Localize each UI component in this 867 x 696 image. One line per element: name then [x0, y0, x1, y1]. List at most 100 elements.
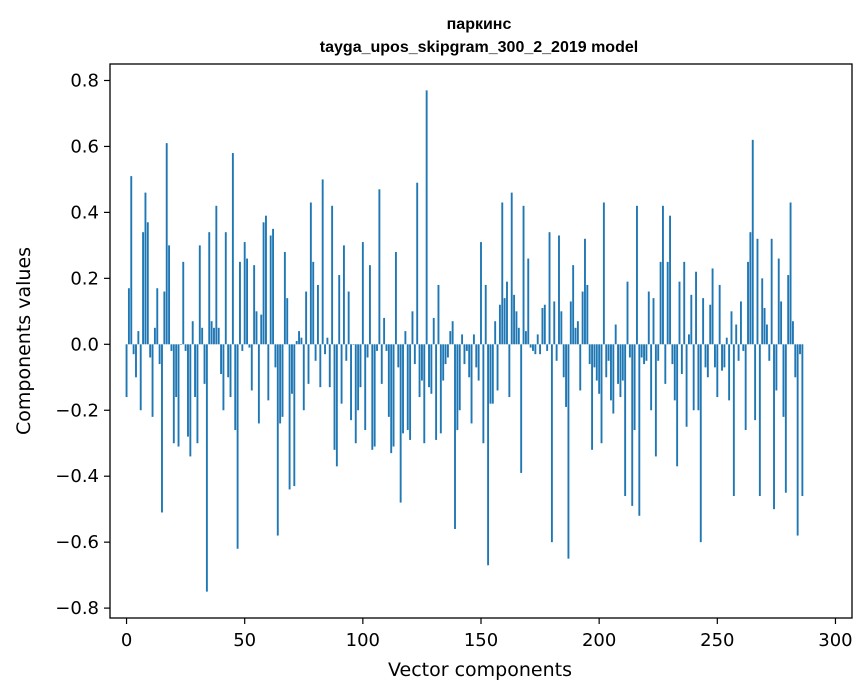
bar-181 — [553, 301, 556, 345]
bar-33 — [203, 344, 206, 384]
x-tick-label: 250 — [700, 630, 734, 651]
bar-240 — [692, 344, 695, 411]
bar-278 — [782, 344, 785, 417]
bar-4 — [135, 344, 137, 378]
bar-96 — [352, 344, 355, 345]
bar-11 — [151, 344, 154, 417]
x-axis-label: Vector components — [388, 659, 572, 681]
bar-44 — [229, 344, 232, 398]
bar-194 — [584, 238, 586, 345]
bar-127 — [425, 90, 428, 345]
bar-158 — [498, 304, 501, 345]
bar-175 — [539, 344, 542, 355]
bar-277 — [780, 301, 783, 345]
bar-145 — [468, 344, 471, 378]
bar-133 — [439, 344, 442, 434]
bar-217 — [638, 344, 641, 516]
bar-54 — [253, 265, 256, 345]
bar-122 — [413, 344, 416, 365]
bar-170 — [527, 258, 530, 345]
bar-130 — [432, 317, 435, 345]
bar-25 — [184, 344, 187, 351]
bar-226 — [659, 261, 662, 345]
bar-24 — [182, 261, 185, 345]
bar-134 — [442, 344, 445, 381]
bar-250 — [716, 344, 719, 398]
bar-284 — [796, 344, 799, 536]
bar-63 — [274, 344, 277, 368]
bar-171 — [529, 344, 532, 348]
bar-101 — [364, 344, 367, 431]
bar-72 — [295, 341, 298, 345]
bar-140 — [456, 344, 459, 431]
bar-119 — [406, 344, 409, 431]
x-tick-label: 300 — [818, 630, 852, 651]
bar-276 — [777, 258, 780, 345]
bar-254 — [725, 337, 728, 345]
bar-202 — [602, 202, 605, 345]
bar-22 — [177, 344, 180, 447]
bar-32 — [201, 327, 204, 345]
bar-87 — [331, 205, 334, 345]
bar-269 — [761, 278, 764, 345]
bar-114 — [394, 251, 397, 345]
bar-28 — [191, 321, 194, 345]
x-tick-label: 150 — [464, 630, 498, 651]
bar-97 — [354, 344, 357, 444]
bar-257 — [732, 344, 735, 496]
x-tick-label: 50 — [233, 630, 256, 651]
bar-174 — [536, 334, 539, 345]
bars-group — [125, 90, 804, 592]
bar-245 — [704, 344, 707, 368]
bar-197 — [591, 344, 594, 450]
bar-104 — [371, 344, 374, 450]
bar-149 — [477, 344, 480, 381]
bar-99 — [359, 344, 362, 388]
bar-205 — [610, 344, 612, 401]
bar-275 — [775, 344, 778, 391]
x-tick-label: 100 — [346, 630, 380, 651]
bar-123 — [416, 182, 419, 345]
bar-111 — [387, 344, 390, 417]
bar-115 — [397, 344, 400, 368]
bar-9 — [146, 222, 149, 345]
bar-209 — [619, 344, 622, 398]
bar-98 — [357, 344, 360, 411]
bar-167 — [520, 344, 523, 473]
bar-283 — [794, 344, 797, 378]
x-tick-label: 200 — [582, 630, 616, 651]
bar-78 — [309, 202, 312, 345]
bar-256 — [730, 311, 733, 345]
bar-142 — [461, 334, 464, 345]
bar-238 — [688, 334, 690, 345]
bar-75 — [302, 344, 305, 411]
bar-0 — [125, 344, 128, 398]
bar-200 — [598, 344, 601, 394]
bar-166 — [517, 327, 520, 345]
bar-66 — [281, 344, 284, 417]
bar-219 — [643, 344, 645, 365]
bar-16 — [163, 291, 166, 345]
bar-12 — [153, 327, 156, 345]
bar-36 — [210, 321, 213, 345]
bar-208 — [617, 344, 619, 384]
bar-1 — [127, 288, 130, 345]
bar-180 — [550, 344, 553, 543]
bar-195 — [586, 284, 589, 345]
bar-216 — [636, 205, 638, 345]
bar-43 — [227, 344, 230, 378]
bar-224 — [654, 344, 657, 457]
bar-19 — [170, 344, 173, 351]
bar-225 — [657, 344, 660, 361]
y-tick-label: 0.8 — [70, 70, 99, 91]
bar-220 — [645, 344, 648, 361]
bar-228 — [664, 344, 667, 384]
bar-5 — [137, 331, 140, 345]
bar-3 — [132, 344, 135, 355]
bar-86 — [328, 344, 331, 388]
bar-264 — [749, 232, 752, 345]
bar-143 — [463, 344, 466, 365]
bar-236 — [683, 261, 686, 345]
bar-206 — [612, 344, 615, 414]
bar-2 — [130, 176, 133, 345]
